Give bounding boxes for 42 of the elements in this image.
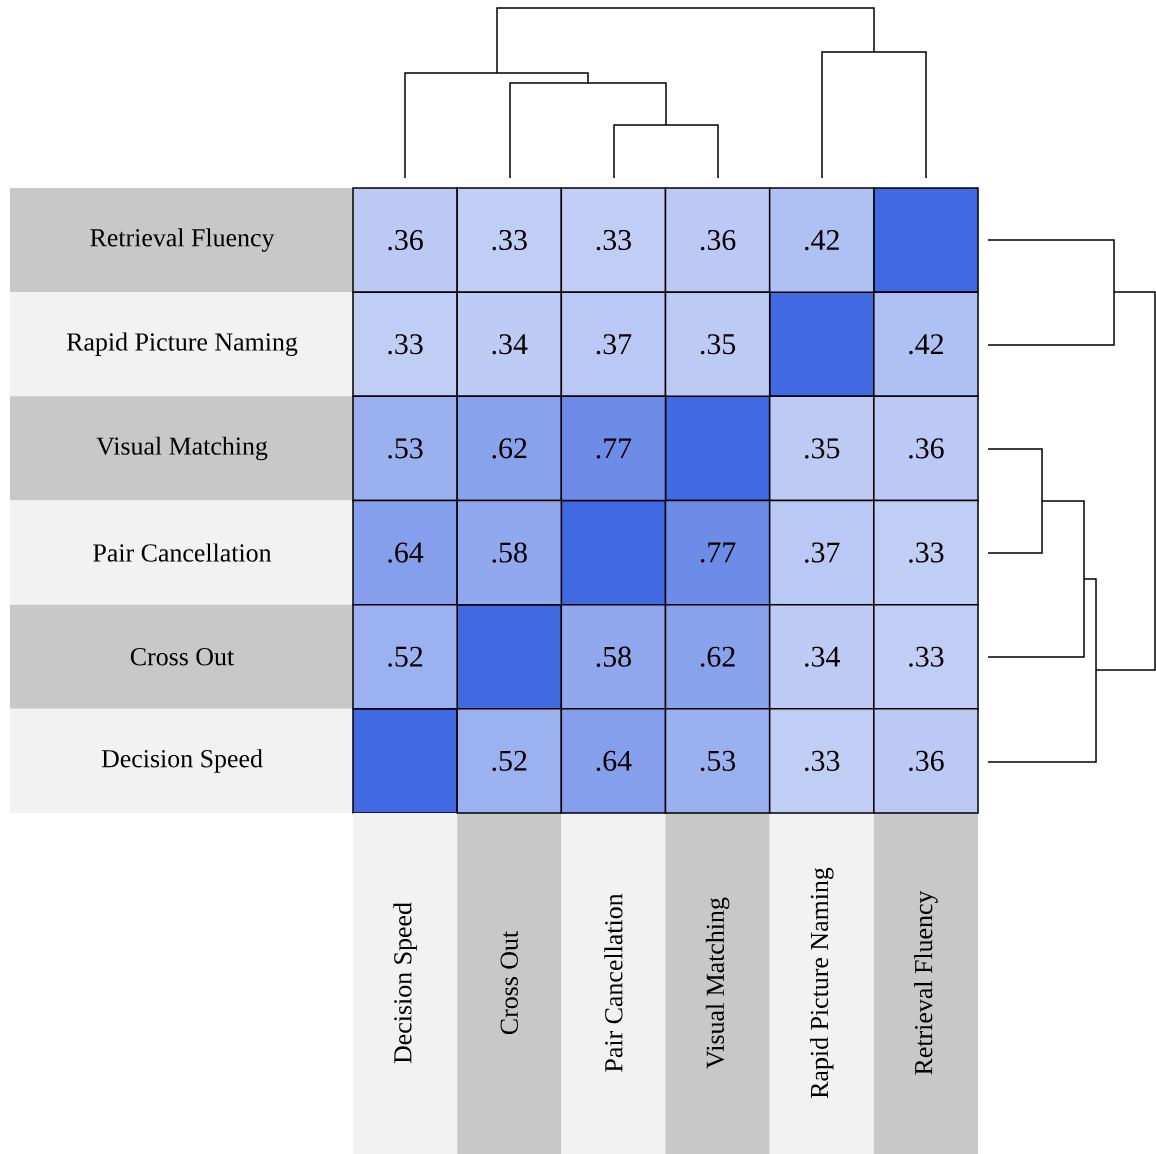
x-tick-label: Rapid Picture Naming — [809, 867, 834, 1099]
data-label: .53 — [700, 750, 736, 772]
data-label: .33 — [909, 542, 944, 563]
data-label: .64 — [388, 542, 424, 563]
data-label: .52 — [388, 646, 423, 667]
x-tick-label: Cross Out — [500, 931, 518, 1035]
y-tick-label: Rapid Picture Naming — [66, 332, 298, 357]
data-label: .52 — [492, 750, 527, 772]
data-label: .36 — [700, 229, 736, 251]
data-label: .77 — [700, 542, 736, 563]
data-label: .37 — [596, 334, 632, 355]
x-tick-label: Pair Cancellation — [604, 893, 623, 1072]
data-label: .36 — [909, 438, 944, 459]
data-label: .33 — [388, 334, 423, 355]
data-label: .42 — [909, 334, 943, 355]
y-tick-label: Cross Out — [130, 648, 235, 666]
x-tick-label: Decision Speed — [393, 902, 417, 1064]
data-label: .33 — [492, 229, 527, 251]
data-label: .53 — [388, 438, 423, 459]
y-tick-label: Pair Cancellation — [93, 543, 272, 562]
data-label: .36 — [388, 229, 423, 251]
x-tick-label: Retrieval Fluency — [914, 890, 938, 1075]
data-label: .35 — [805, 438, 840, 459]
y-tick-label: Visual Matching — [96, 436, 268, 461]
data-label: .58 — [596, 646, 631, 667]
data-label: .33 — [909, 646, 944, 667]
y-tick-label: Decision Speed — [101, 749, 263, 773]
data-label: .62 — [700, 646, 735, 667]
data-label: .34 — [805, 646, 840, 667]
data-label: .42 — [805, 229, 839, 251]
y-tick-label: Retrieval Fluency — [90, 228, 275, 252]
data-label: .33 — [805, 750, 840, 772]
data-label: .33 — [596, 229, 631, 251]
data-label: .37 — [805, 542, 840, 563]
data-label: .64 — [596, 750, 632, 772]
data-label: .62 — [492, 438, 527, 459]
data-label: .58 — [492, 542, 527, 563]
x-tick-label: Visual Matching — [705, 897, 730, 1069]
data-label: .36 — [909, 750, 944, 772]
data-label: .35 — [700, 334, 736, 355]
data-label: .34 — [492, 334, 528, 355]
data-label: .77 — [596, 438, 632, 459]
